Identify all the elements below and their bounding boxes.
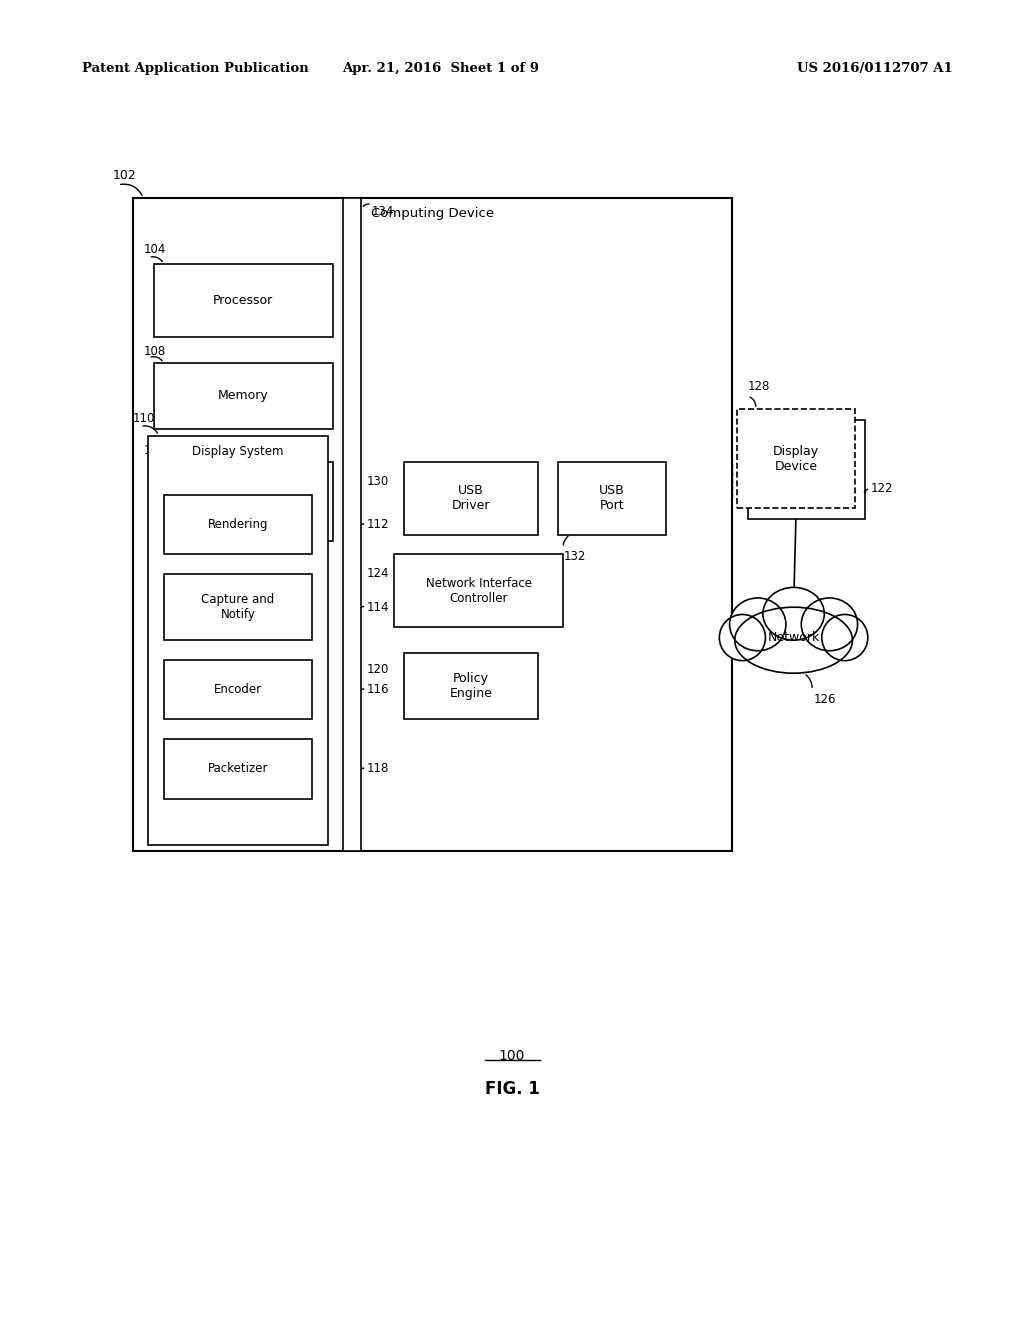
Text: Encoder: Encoder [214, 684, 262, 696]
Text: 102: 102 [113, 169, 136, 182]
Text: USB
Driver: USB Driver [452, 484, 490, 512]
FancyBboxPatch shape [164, 739, 312, 799]
Text: Display
Device: Display Device [773, 445, 819, 473]
Text: Network Interface
Controller: Network Interface Controller [426, 577, 531, 605]
Text: 116: 116 [367, 684, 389, 696]
Text: 114: 114 [367, 601, 389, 614]
FancyBboxPatch shape [748, 420, 865, 519]
FancyBboxPatch shape [164, 574, 312, 640]
Text: 112: 112 [367, 519, 389, 531]
FancyBboxPatch shape [148, 436, 328, 845]
FancyBboxPatch shape [154, 264, 333, 337]
Text: 126: 126 [814, 693, 837, 706]
Text: Memory: Memory [218, 389, 268, 403]
FancyBboxPatch shape [164, 660, 312, 719]
Text: 100: 100 [499, 1049, 525, 1063]
FancyBboxPatch shape [394, 554, 563, 627]
Text: 118: 118 [367, 763, 389, 775]
Ellipse shape [822, 614, 868, 660]
Text: 108: 108 [143, 345, 166, 358]
Text: FIG. 1: FIG. 1 [484, 1080, 540, 1098]
Text: Patent Application Publication: Patent Application Publication [82, 62, 308, 75]
Ellipse shape [802, 598, 858, 651]
Text: Capture and
Notify: Capture and Notify [202, 593, 274, 622]
Text: Rendering: Rendering [208, 519, 268, 531]
Text: USB
Port: USB Port [599, 484, 625, 512]
Text: Packetizer: Packetizer [208, 763, 268, 775]
FancyBboxPatch shape [404, 462, 538, 535]
FancyBboxPatch shape [558, 462, 666, 535]
Text: 104: 104 [143, 243, 166, 256]
Text: 110: 110 [133, 412, 156, 425]
Text: 128: 128 [748, 380, 770, 393]
Text: 120: 120 [367, 663, 389, 676]
FancyBboxPatch shape [154, 462, 333, 541]
Text: 122: 122 [870, 482, 893, 495]
Text: 106: 106 [143, 444, 166, 457]
Text: Computing Device: Computing Device [371, 207, 495, 220]
Ellipse shape [729, 598, 786, 651]
Text: 124: 124 [367, 568, 389, 581]
FancyBboxPatch shape [133, 198, 732, 851]
FancyBboxPatch shape [164, 495, 312, 554]
Text: Apr. 21, 2016  Sheet 1 of 9: Apr. 21, 2016 Sheet 1 of 9 [342, 62, 539, 75]
Text: Network: Network [767, 631, 820, 644]
FancyBboxPatch shape [343, 198, 361, 851]
FancyBboxPatch shape [154, 363, 333, 429]
Ellipse shape [735, 607, 852, 673]
FancyBboxPatch shape [737, 409, 855, 508]
Ellipse shape [763, 587, 824, 640]
Text: 134: 134 [372, 205, 394, 218]
Text: Processor: Processor [213, 294, 273, 306]
Text: 132: 132 [563, 550, 586, 564]
Ellipse shape [719, 614, 766, 660]
Text: Display System: Display System [193, 445, 284, 458]
Text: Storage
Device: Storage Device [219, 487, 267, 516]
Text: 130: 130 [367, 475, 389, 488]
Text: Policy
Engine: Policy Engine [450, 672, 493, 701]
Text: US 2016/0112707 A1: US 2016/0112707 A1 [797, 62, 952, 75]
FancyBboxPatch shape [404, 653, 538, 719]
